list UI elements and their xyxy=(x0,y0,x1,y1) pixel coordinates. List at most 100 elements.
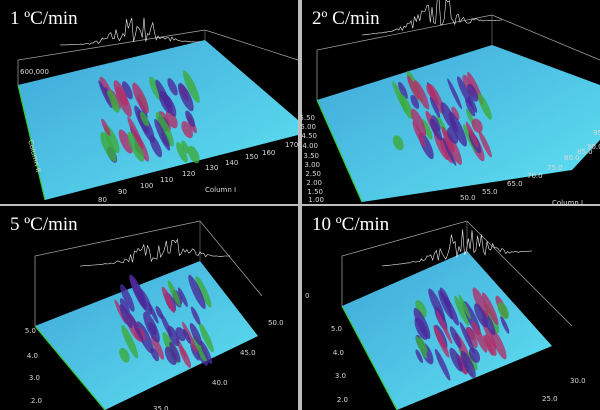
peak xyxy=(410,94,420,109)
peak xyxy=(447,78,463,110)
x-tick-label: 55.0 xyxy=(482,188,498,196)
z-tick-label: 0 xyxy=(305,292,309,300)
peak xyxy=(167,325,180,347)
peak xyxy=(428,83,445,114)
x-tick-label: 95 xyxy=(593,129,600,137)
x-axis-label: Column I xyxy=(552,199,583,207)
peak xyxy=(127,116,144,150)
y-tick-label: 2.0 xyxy=(337,396,348,404)
x-tick-label: 130 xyxy=(205,164,218,172)
peak xyxy=(446,127,459,144)
x-tick-label: 150 xyxy=(245,153,258,161)
peak xyxy=(428,288,446,322)
peak xyxy=(100,132,117,162)
y-tick-label: 5.00 xyxy=(300,123,316,131)
y-tick-label: 2.0 xyxy=(31,397,42,405)
peak xyxy=(448,111,467,147)
panel-title: 10 ºC/min xyxy=(312,214,390,235)
peak xyxy=(101,118,111,136)
peak xyxy=(451,106,460,121)
x-tick-label: 80 xyxy=(98,196,107,204)
peak xyxy=(444,130,462,165)
peak xyxy=(149,134,163,158)
peak xyxy=(456,76,472,106)
peak xyxy=(398,81,408,100)
x-tick-label: 90.0 xyxy=(587,143,600,151)
peak xyxy=(444,296,459,326)
axis-line xyxy=(341,305,398,410)
peak xyxy=(150,334,165,360)
x-tick-label: 45.0 xyxy=(240,349,256,357)
peak xyxy=(189,323,202,346)
peak xyxy=(421,119,433,140)
peak xyxy=(477,93,492,120)
peak xyxy=(155,112,174,147)
peak xyxy=(429,118,443,141)
peak xyxy=(154,118,171,151)
projection-trace xyxy=(381,229,533,267)
peak xyxy=(165,110,178,129)
peak xyxy=(442,137,457,166)
y-tick-label: 3.50 xyxy=(303,152,319,160)
x-tick-label: 80.0 xyxy=(564,154,580,162)
x-tick-label: 110 xyxy=(160,176,173,184)
panel: 10 ºC/min 25.0 30.0 5.0 4.0 3.0 2.0 0 xyxy=(302,206,600,410)
peak xyxy=(449,347,463,372)
peak xyxy=(200,340,213,365)
x-tick-label: 120 xyxy=(182,170,195,178)
peak xyxy=(190,306,201,325)
axis-line xyxy=(316,99,363,203)
x-tick-label: 75.0 xyxy=(547,164,563,172)
y-tick-label: 3.00 xyxy=(304,161,320,169)
y-tick-label: 2.00 xyxy=(306,179,322,187)
x-tick-label: 160 xyxy=(262,149,275,157)
peak xyxy=(176,142,188,163)
peak xyxy=(127,131,145,162)
peak xyxy=(392,135,404,151)
panel-title: 1 ºC/min xyxy=(10,8,78,29)
peak xyxy=(121,81,133,100)
x-tick-label: 140 xyxy=(225,159,238,167)
peak xyxy=(468,347,481,363)
y-tick-label: 4.0 xyxy=(333,349,344,357)
box-edge xyxy=(341,220,573,327)
x-tick-label: 170 xyxy=(285,141,298,149)
y-tick-label: 1.00 xyxy=(308,196,324,204)
peak xyxy=(490,328,507,360)
x-tick-label: 90 xyxy=(118,188,127,196)
x-tick-label: 30.0 xyxy=(570,377,586,385)
peak xyxy=(182,70,200,103)
panel: 5 ºC/min 35.0 40.0 45.0 50.0 5.0 4.0 3.0 2.0 xyxy=(0,206,298,410)
projection-trace xyxy=(59,17,201,46)
peak xyxy=(415,300,427,318)
peak xyxy=(182,328,191,344)
peak xyxy=(474,303,488,328)
x-tick-label: 35.0 xyxy=(153,405,169,410)
peak xyxy=(132,82,149,114)
peak xyxy=(132,280,144,303)
peak xyxy=(177,83,194,112)
axis-line xyxy=(17,84,46,201)
peak xyxy=(150,347,159,362)
panel: 1 ºC/min 80 90 100 110 120 130 140 150 160 170 Colu… xyxy=(0,0,298,204)
panel-title: 5 ºC/min xyxy=(10,214,78,235)
peak xyxy=(106,90,120,113)
peak xyxy=(472,287,489,318)
peak xyxy=(161,286,176,313)
box-edge xyxy=(34,220,263,326)
y-tick-label: 3.0 xyxy=(29,374,40,382)
box-edge xyxy=(17,29,299,85)
peak xyxy=(169,341,181,363)
peak xyxy=(483,335,494,356)
peak xyxy=(467,83,479,102)
peak xyxy=(158,90,173,114)
peak xyxy=(471,118,483,133)
peak xyxy=(454,295,470,326)
peak xyxy=(140,111,149,127)
peak xyxy=(460,350,476,379)
y-tick-label: 4.50 xyxy=(301,132,317,140)
x-tick-label: 50.0 xyxy=(268,319,284,327)
peak xyxy=(167,78,178,96)
peak xyxy=(143,311,160,343)
